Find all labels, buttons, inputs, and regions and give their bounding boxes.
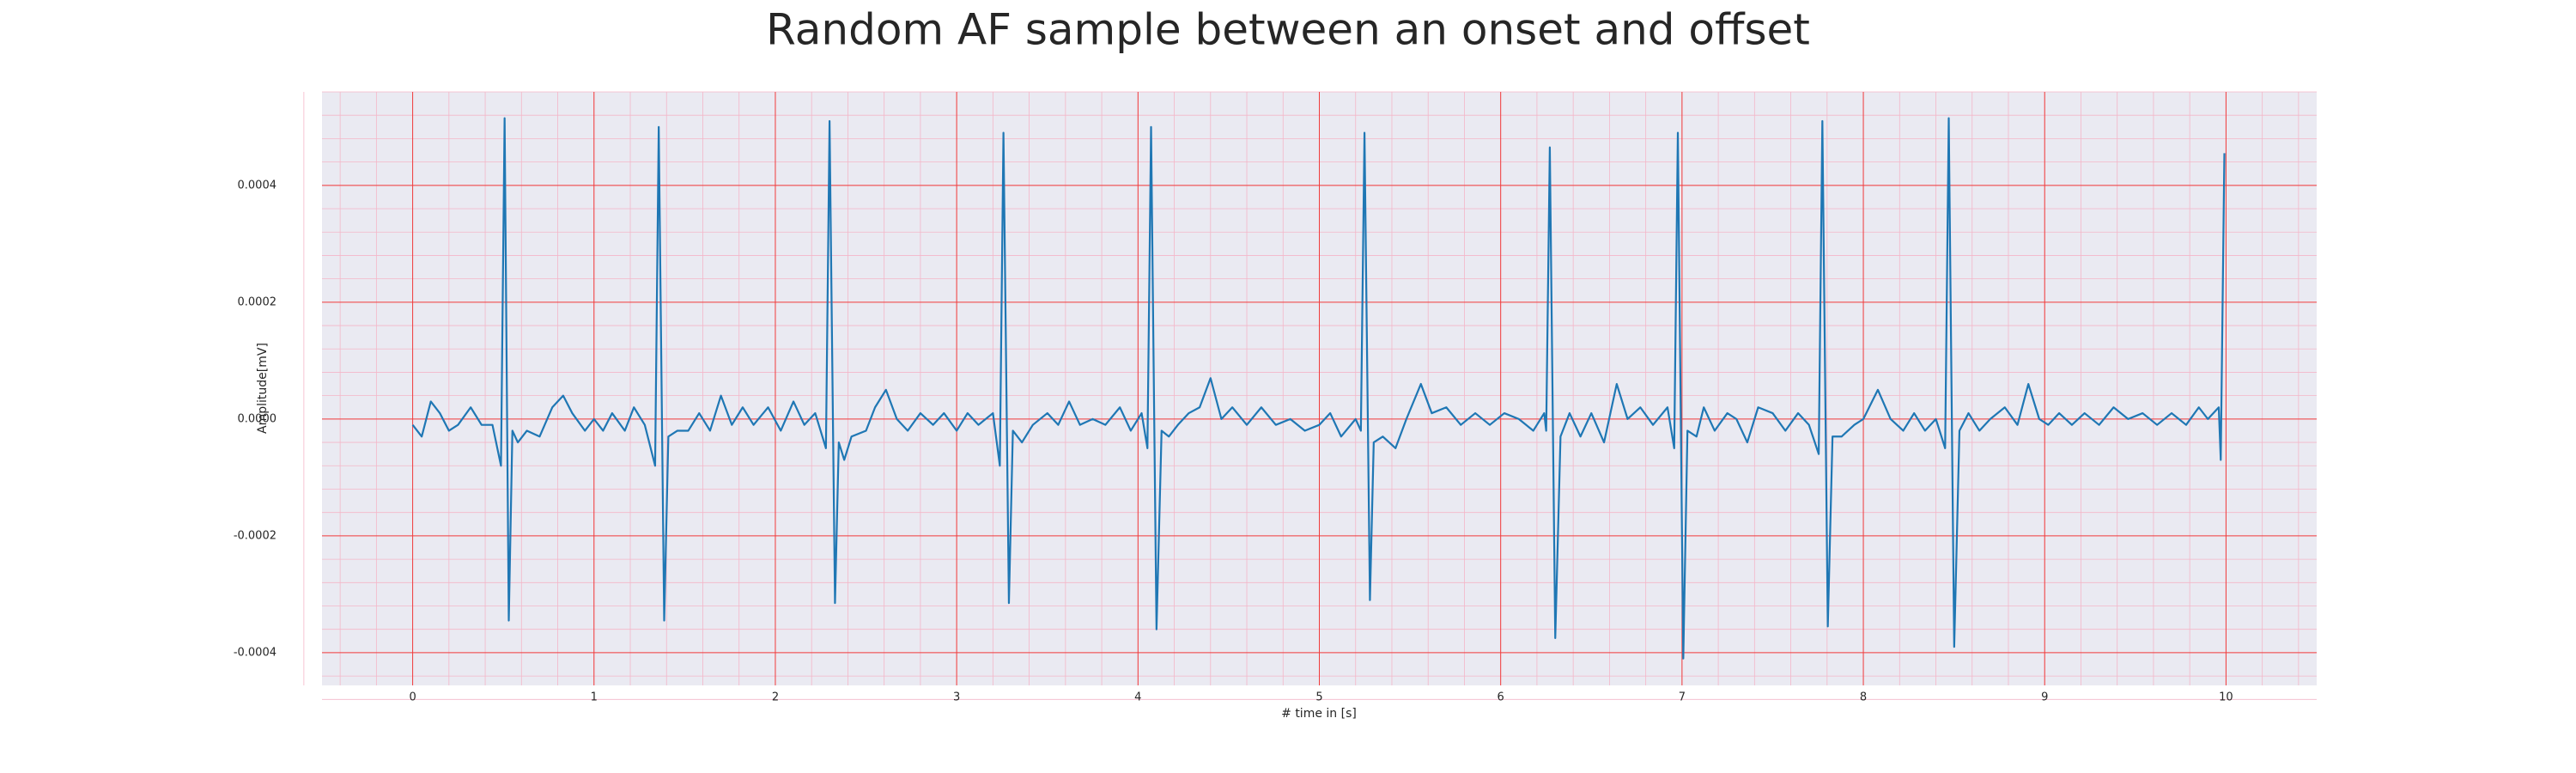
y-tick-label: 0.0002 xyxy=(238,295,277,308)
y-tick-label: -0.0004 xyxy=(234,646,276,659)
x-tick-label: 8 xyxy=(1860,691,1867,704)
x-tick-label: 10 xyxy=(2219,691,2233,704)
marks xyxy=(411,117,2226,660)
x-tick-label: 1 xyxy=(591,691,598,704)
y-axis-label: Amplitude[mV] xyxy=(256,343,270,434)
x-tick-label: 5 xyxy=(1315,691,1322,704)
x-axis-label: # time in [s] xyxy=(1281,707,1357,721)
x-tick-label: 6 xyxy=(1498,691,1504,704)
y-tick-label: -0.0002 xyxy=(234,529,276,542)
x-tick-label: 0 xyxy=(409,691,416,704)
x-tick-label: 9 xyxy=(2041,691,2048,704)
x-tick-label: 2 xyxy=(772,691,779,704)
x-tick-label: 3 xyxy=(953,691,960,704)
data-line xyxy=(411,117,2226,660)
x-tick-label: 7 xyxy=(1679,691,1686,704)
y-tick-label: 0.0000 xyxy=(238,412,277,425)
x-tick-label: 4 xyxy=(1134,691,1141,704)
chart-title: Random AF sample between an onset and of… xyxy=(766,5,1810,55)
y-tick-label: 0.0004 xyxy=(238,179,277,192)
